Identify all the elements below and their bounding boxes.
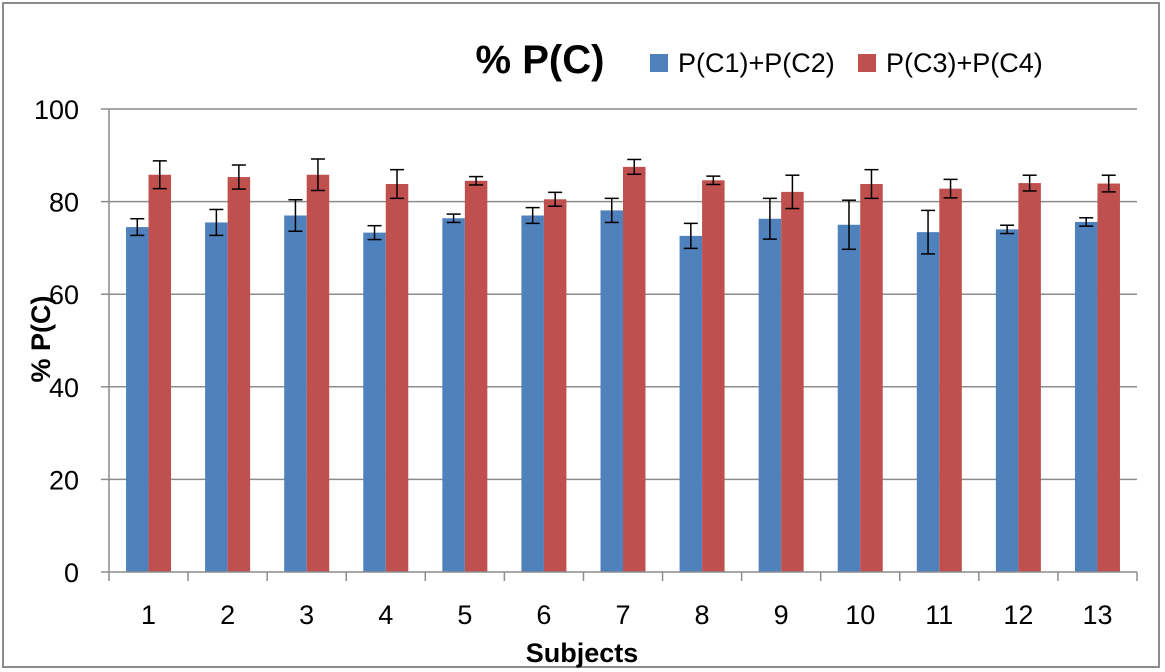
chart-title: % P(C) [476,38,605,82]
bar-series-1 [758,218,782,572]
x-tick-label: 12 [1003,600,1033,630]
legend-label-series-1: P(C1)+P(C2) [678,48,835,78]
legend-label-series-2: P(C3)+P(C4) [886,48,1043,78]
bar-series-1 [600,210,623,572]
bar-series-1 [126,227,149,572]
bar-series-2 [1018,183,1041,572]
bars [126,166,1120,573]
x-tick-label: 5 [457,600,472,630]
bar-series-1 [363,232,386,572]
bar-series-1 [442,218,465,572]
bar-series-2 [227,177,251,572]
bar-series-2 [306,174,330,572]
y-tick-label: 20 [49,465,79,495]
y-tick-label: 60 [49,280,79,310]
bar-series-2 [148,174,172,572]
legend: P(C1)+P(C2) P(C3)+P(C4) [650,48,1043,78]
x-tick-label: 4 [378,600,393,630]
bar-series-2 [1097,183,1120,572]
x-tick-label: 10 [845,600,875,630]
axes [101,108,1138,581]
bar-series-1 [521,215,544,573]
bar-series-1 [837,224,861,572]
legend-swatch-series-1 [650,54,668,72]
bar-series-2 [623,166,646,572]
bar-series-2 [385,184,409,573]
y-tick-label: 40 [49,373,79,403]
x-axis-title: Subjects [526,638,639,668]
x-tick-label: 13 [1082,600,1112,630]
bar-series-2 [464,180,488,572]
legend-swatch-series-2 [858,54,876,72]
bar-series-2 [939,188,962,573]
bar-series-1 [205,222,228,572]
x-tick-label: 9 [774,600,789,630]
x-tick-label: 8 [695,600,710,630]
bar-series-1 [995,229,1019,572]
y-tick-label: 80 [49,188,79,218]
y-tick-label: 100 [34,95,79,125]
x-tick-labels: 1 2 3 4 5 6 7 8 9 10 11 12 13 [141,600,1112,630]
x-tick-label: 3 [299,600,314,630]
bar-series-2 [543,199,567,572]
bar-series-2 [702,180,725,572]
x-tick-label: 11 [925,600,953,630]
bar-series-2 [781,191,804,572]
x-tick-label: 2 [220,600,235,630]
bar-series-2 [860,184,883,573]
x-tick-label: 7 [615,600,630,630]
bar-series-1 [284,215,307,573]
y-tick-label: 0 [64,558,79,588]
y-tick-labels: 0 20 40 60 80 100 [34,95,79,588]
x-tick-label: 1 [141,600,156,630]
x-tick-label: 6 [536,600,551,630]
bar-series-1 [1074,221,1098,573]
bar-series-1 [916,232,940,572]
y-axis-title: % P(C) [26,296,56,383]
bar-series-1 [679,235,703,572]
error-bars [130,158,1116,255]
